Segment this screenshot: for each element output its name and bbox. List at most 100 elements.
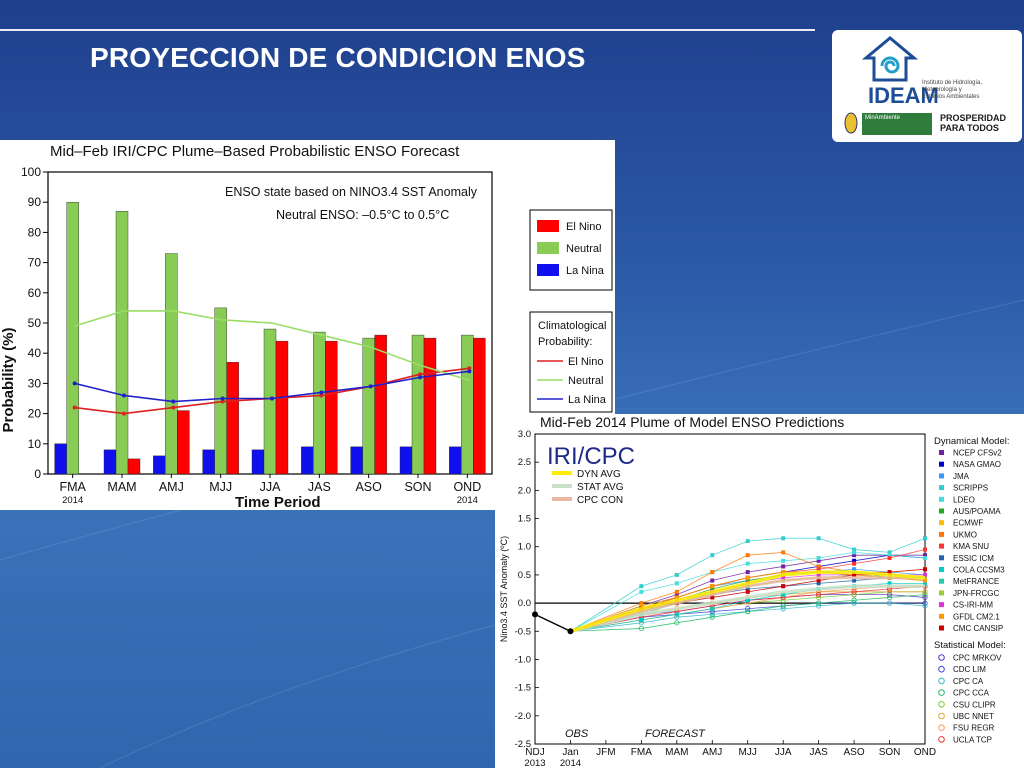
- dyn-model-point: [816, 564, 821, 569]
- y-tick-label: 0: [34, 467, 41, 481]
- dyn-legend-label: NASA GMAO: [953, 460, 1001, 469]
- dyn-model-point: [781, 564, 786, 569]
- dyn-model-point: [710, 553, 715, 558]
- dyn-legend-marker: [939, 567, 944, 572]
- dyn-model-point: [923, 572, 927, 577]
- stat-model-point: [922, 594, 928, 601]
- dyn-legend-label: ECMWF: [953, 519, 983, 528]
- neutral-bar: [362, 337, 375, 475]
- stat-model-point: [816, 600, 822, 606]
- legend-neutral-label: Neutral: [566, 243, 601, 255]
- la-nina-bar: [103, 449, 117, 475]
- dyn-model-point: [816, 581, 821, 586]
- dyn-model-point: [639, 589, 644, 594]
- y-tick-label: 2.0: [518, 485, 531, 496]
- clim-el-nino-point: [319, 393, 324, 398]
- dyn-model-point: [887, 570, 892, 575]
- y-tick-label: -2.0: [515, 711, 531, 722]
- clim-la-nina-point: [220, 396, 225, 401]
- y-tick-label: 1.0: [518, 542, 531, 553]
- stat-model-point: [922, 603, 928, 609]
- dyn-avg-line: [569, 570, 926, 633]
- y-tick-label: -0.5: [515, 626, 531, 637]
- dyn-legend-marker: [939, 602, 944, 608]
- x-tick-label: FMA: [631, 747, 652, 758]
- y-tick-label: -1.0: [515, 654, 531, 665]
- y-tick-label: 80: [28, 225, 42, 239]
- dyn-model-point: [852, 558, 857, 563]
- dyn-model-point: [745, 570, 750, 575]
- dyn-model-point: [674, 581, 679, 586]
- stat-legend-label: CPC MRKOV: [953, 654, 1002, 663]
- dyn-legend-label: UKMO: [953, 530, 977, 539]
- clim-la-nina-point: [368, 384, 373, 389]
- plume-y-axis-label: Nino3.4 SST Anomaly (ºC): [499, 536, 509, 642]
- y-tick-label: 10: [28, 437, 42, 451]
- dynamical-heading: Dynamical Model:: [934, 436, 1010, 447]
- probability-chart-title: Mid–Feb IRI/CPC Plume–Based Probabilisti…: [50, 143, 460, 160]
- clim-la-nina-point: [319, 390, 324, 395]
- obs-label: OBS: [565, 728, 589, 740]
- y-axis-label: Probability (%): [0, 327, 17, 432]
- dyn-model-point: [923, 567, 927, 572]
- neutral-bar: [411, 334, 425, 475]
- statistical-heading: Statistical Model:: [934, 640, 1006, 651]
- dyn-model-point: [745, 589, 750, 594]
- annotation-line-1: ENSO state based on NINO3.4 SST Anomaly: [225, 185, 478, 199]
- dyn-model-point: [674, 595, 679, 600]
- dyn-legend-label: CS-IRI-MM: [953, 601, 993, 610]
- slide-title: PROYECCION DE CONDICION ENOS: [90, 42, 586, 73]
- dyn-legend-marker: [939, 450, 944, 455]
- la-nina-bar: [301, 446, 314, 475]
- dyn-model-point: [745, 575, 750, 580]
- stat-model-point: [638, 625, 644, 632]
- dyn-model-point: [674, 589, 679, 594]
- x-tick-label: OND: [914, 747, 936, 758]
- el-nino-bar: [127, 458, 141, 475]
- climatology-heading-1: Climatological: [538, 320, 606, 332]
- dyn-model-point: [745, 553, 750, 558]
- ideam-spiral-logo-icon: [861, 36, 919, 82]
- plume-chart-svg: Mid-Feb 2014 Plume of Model ENSO Predict…: [499, 414, 1010, 769]
- el-nino-bar: [473, 337, 486, 475]
- stat-legend-marker: [938, 654, 945, 661]
- dyn-model-point: [816, 558, 821, 563]
- y-tick-label: 3.0: [518, 429, 531, 440]
- stat-model-point: [816, 592, 822, 598]
- dyn-model-point: [852, 553, 857, 558]
- iri-cpc-badge: IRI/CPC: [547, 443, 635, 470]
- annotation-line-2: Neutral ENSO: –0.5°C to 0.5°C: [276, 208, 449, 222]
- y-tick-label: -1.5: [515, 683, 531, 694]
- dyn-model-point: [781, 584, 786, 589]
- stat-legend-marker: [938, 665, 945, 673]
- dyn-model-point: [887, 553, 892, 558]
- dyn-model-point: [816, 536, 821, 541]
- stat-legend-label: CSU CLIPR: [953, 700, 996, 709]
- x-tick-label: Jan: [562, 747, 578, 758]
- la-nina-bar: [449, 446, 462, 475]
- dyn-legend-label: CMC CANSIP: [953, 624, 1003, 633]
- dyn-model-point: [710, 595, 715, 600]
- x-tick-label: MJJ: [739, 747, 757, 758]
- x-tick-label: ASO: [355, 480, 382, 494]
- clim-la-nina-point: [418, 375, 422, 380]
- dyn-model-point: [923, 581, 927, 586]
- stat-legend-label: CPC CCA: [953, 689, 990, 698]
- x-tick-sublabel: 2014: [457, 495, 478, 506]
- la-nina-bar: [153, 455, 166, 475]
- dyn-model-point: [852, 550, 857, 555]
- stat-model-point: [886, 589, 893, 595]
- x-tick-sublabel: 2014: [62, 495, 83, 506]
- dyn-legend-marker: [939, 508, 944, 514]
- x-tick-label: MAM: [665, 747, 688, 758]
- stat-legend-label: UBC NNET: [953, 712, 994, 721]
- y-tick-label: 60: [28, 286, 42, 300]
- dyn-model-point: [816, 578, 821, 583]
- dyn-model-point: [887, 556, 892, 560]
- colombia-crest-icon: [844, 112, 858, 134]
- stat-model-line: [570, 594, 926, 632]
- dyn-model-point: [710, 578, 715, 583]
- x-tick-label: JAS: [308, 480, 331, 494]
- y-tick-label: 40: [28, 346, 42, 360]
- y-tick-label: 50: [28, 316, 42, 330]
